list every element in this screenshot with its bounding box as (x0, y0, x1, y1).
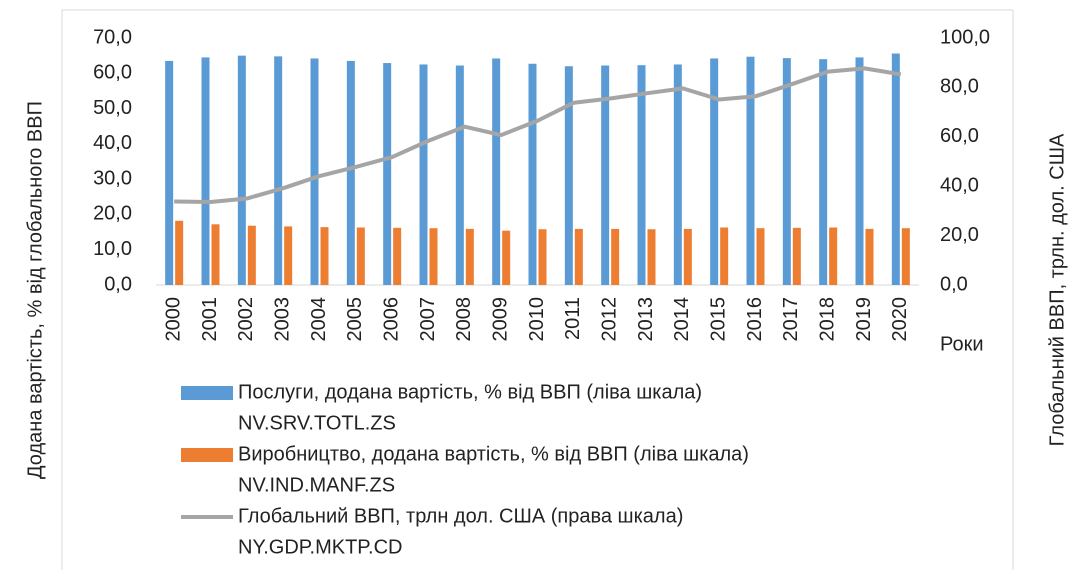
y-tick-label: 20,0 (93, 203, 132, 225)
x-tick-label: 2006 (380, 297, 402, 342)
chart-frame (61, 9, 1014, 570)
y-tick-label: 60,0 (93, 62, 132, 84)
bar (710, 58, 719, 285)
legend-swatch (181, 448, 233, 462)
legend-label: Виробництво, додана вартість, % від ВВП … (238, 443, 749, 465)
y-tick-label: 70,0 (93, 26, 132, 48)
bar (637, 65, 646, 285)
x-tick-label: 2018 (816, 297, 838, 342)
x-tick-label: 2014 (671, 297, 693, 342)
x-tick-label: 2002 (235, 297, 257, 342)
bar (201, 57, 210, 286)
y-tick-label: 50,0 (93, 97, 132, 119)
x-axis-title: Роки (940, 333, 984, 355)
bar (891, 53, 900, 286)
bar (284, 226, 293, 285)
y-tick-label: 30,0 (93, 167, 132, 189)
legend-swatch (181, 386, 233, 400)
legend-label: Послуги, додана вартість, % від ВВП (лів… (238, 381, 702, 403)
y2-tick-label: 60,0 (940, 125, 979, 147)
bar (756, 228, 765, 285)
bar (538, 229, 547, 285)
x-tick-label: 2010 (526, 297, 548, 342)
y2-tick-label: 100,0 (940, 26, 990, 48)
bar (901, 228, 910, 285)
bar (574, 228, 583, 285)
bar (564, 66, 573, 285)
bar (782, 58, 791, 286)
legend-label: Глобальний ВВП, трлн дол. США (права шка… (238, 505, 683, 527)
bar (720, 227, 729, 285)
x-tick-label: 2008 (453, 297, 475, 342)
bar (165, 60, 174, 285)
bar (455, 65, 464, 285)
bar (274, 56, 283, 285)
bar (683, 228, 692, 285)
x-tick-label: 2000 (162, 297, 184, 342)
x-tick-label: 2017 (780, 297, 802, 342)
bar (175, 220, 184, 285)
bar (247, 225, 256, 285)
x-tick-label: 2005 (344, 297, 366, 342)
y2-axis-title: Глобальний ВВП, трлн. дол. США (1046, 133, 1068, 446)
bar (502, 230, 511, 285)
bar (356, 227, 365, 285)
x-tick-label: 2007 (417, 297, 439, 342)
x-tick-label: 2012 (598, 297, 620, 342)
bar (792, 227, 801, 285)
bar (211, 224, 220, 285)
y-tick-label: 40,0 (93, 132, 132, 154)
bar (346, 60, 355, 285)
bar (465, 228, 474, 285)
y-axis-title: Додана вартість, % від глобального ВВП (24, 101, 46, 479)
x-tick-label: 2004 (308, 297, 330, 342)
bar (819, 59, 828, 285)
bar (237, 55, 246, 286)
x-tick-label: 2003 (271, 297, 293, 342)
legend-code: NY.GDP.MKTP.CD (238, 536, 403, 558)
legend-code: NV.SRV.TOTL.ZS (238, 412, 396, 434)
y2-tick-label: 0,0 (940, 273, 968, 295)
x-tick-label: 2011 (562, 297, 584, 340)
x-tick-label: 2019 (853, 297, 875, 342)
x-tick-label: 2015 (707, 297, 729, 342)
bar (611, 228, 620, 285)
line (174, 66, 902, 205)
bar (320, 227, 329, 285)
y-tick-label: 0,0 (104, 273, 132, 295)
bar (383, 63, 392, 285)
bar (310, 58, 319, 285)
x-tick-label: 2009 (489, 297, 511, 342)
bar (865, 228, 874, 285)
bar (855, 57, 864, 286)
legend-code: NV.IND.MANF.ZS (238, 474, 395, 496)
bar (528, 63, 537, 285)
bar (647, 229, 656, 285)
bar (393, 227, 402, 285)
bar (829, 227, 838, 285)
bar (492, 58, 501, 285)
bar (746, 56, 755, 285)
x-tick-label: 2013 (635, 297, 657, 342)
y2-tick-label: 80,0 (940, 76, 979, 98)
x-tick-label: 2016 (744, 297, 766, 342)
bar (601, 65, 610, 285)
x-tick-label: 2020 (889, 297, 911, 342)
y-tick-label: 10,0 (93, 238, 132, 260)
bar (673, 64, 682, 285)
bar (419, 64, 428, 285)
x-tick-label: 2001 (199, 297, 221, 342)
bar (429, 228, 438, 285)
y2-tick-label: 20,0 (940, 224, 979, 246)
y2-tick-label: 40,0 (940, 174, 979, 196)
